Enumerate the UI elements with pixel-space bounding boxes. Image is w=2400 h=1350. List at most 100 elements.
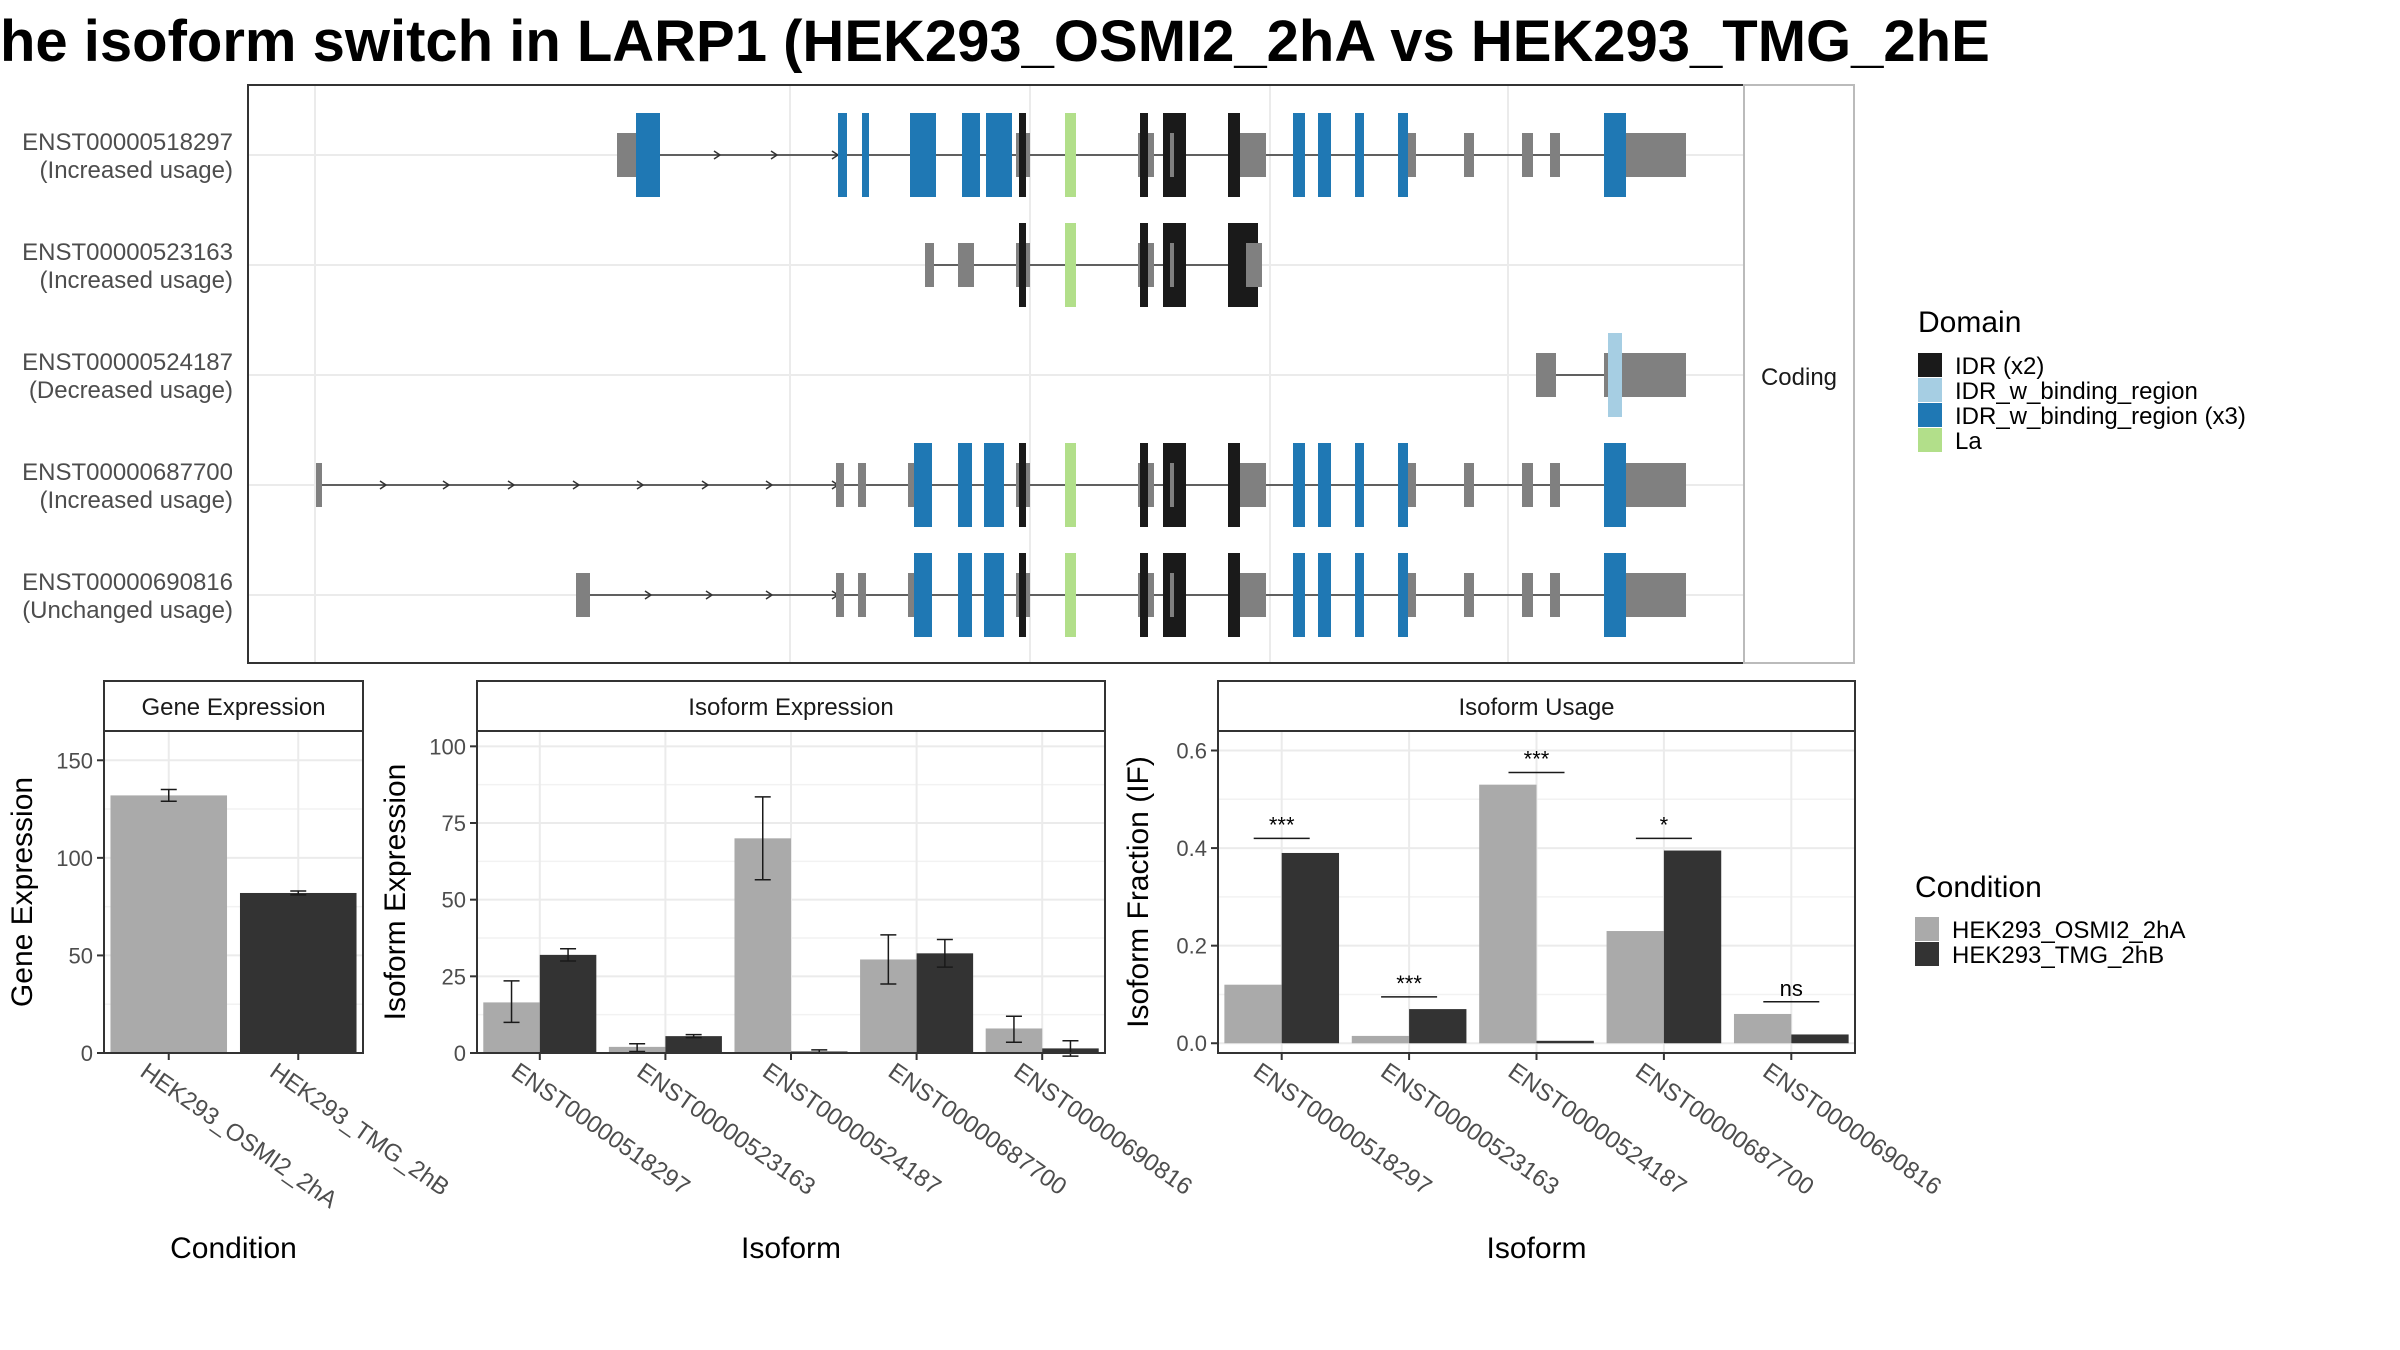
exon — [316, 463, 322, 507]
exon — [862, 113, 869, 197]
exon — [1604, 553, 1626, 637]
exon — [914, 443, 932, 527]
exon — [1293, 553, 1305, 637]
y-tick-label: 100 — [429, 734, 466, 759]
strand-arrow — [713, 150, 722, 160]
bar — [1281, 852, 1340, 1044]
exon — [1318, 553, 1331, 637]
strand-arrow — [644, 590, 653, 600]
panel-border — [1217, 730, 1856, 1054]
strand-arrow — [507, 480, 516, 490]
transcript-id-label: ENST00000523163 — [22, 239, 233, 266]
exon — [1065, 443, 1076, 527]
exon — [836, 573, 844, 617]
facet-title: Isoform Usage — [1458, 694, 1614, 721]
strand-arrow — [770, 150, 779, 160]
exon — [1464, 463, 1474, 507]
facet-strip — [1217, 680, 1856, 732]
y-tick-label: 0.2 — [1176, 934, 1207, 959]
utr-block — [617, 133, 640, 177]
bar — [916, 953, 974, 1053]
exon — [1170, 133, 1174, 177]
exon — [1293, 443, 1305, 527]
exon — [914, 553, 932, 637]
strand-arrow — [765, 480, 774, 490]
exon — [925, 243, 934, 287]
exon — [1464, 133, 1474, 177]
exon — [1163, 553, 1186, 637]
y-tick-label: 0.6 — [1176, 739, 1207, 764]
transcript-id-label: ENST00000518297 — [22, 129, 233, 156]
x-axis-title: Isoform — [741, 1232, 841, 1265]
y-tick-label: 0 — [454, 1041, 466, 1066]
transcript-usage-label: (Increased usage) — [40, 157, 233, 184]
exon — [1550, 463, 1560, 507]
domain-legend-label: IDR (x2) — [1955, 353, 2044, 380]
transcript-id-label: ENST00000524187 — [22, 349, 233, 376]
exon — [1522, 463, 1533, 507]
bar — [1224, 984, 1282, 1044]
facet-title: Isoform Expression — [688, 694, 893, 721]
transcript-usage-label: (Decreased usage) — [29, 377, 233, 404]
exon — [836, 463, 844, 507]
bar — [1791, 1034, 1849, 1044]
bar — [665, 1036, 722, 1053]
bar — [239, 892, 357, 1053]
transcript-structure-panel: Coding ENST00000518297(Increased usage) EN… — [22, 84, 1855, 664]
structure-facet-strip — [1743, 84, 1855, 664]
panel-border — [476, 730, 1106, 1054]
strand-arrow — [636, 480, 645, 490]
strand-arrow — [701, 480, 710, 490]
bar — [1663, 850, 1722, 1044]
y-tick-label: 0 — [81, 1041, 93, 1066]
domain-legend-title: Domain — [1918, 306, 2021, 339]
strand-arrow — [442, 480, 451, 490]
exon — [1140, 113, 1148, 197]
exon — [1604, 443, 1626, 527]
facet-strip — [476, 680, 1106, 732]
exon — [984, 443, 1004, 527]
exon — [636, 113, 660, 197]
figure-title: he isoform switch in LARP1 (HEK293_OSMI2… — [0, 9, 1990, 74]
y-tick-label: 0.0 — [1176, 1031, 1207, 1056]
isoform-usage-panel: Isoform Usage0.00.20.40.6ENST00000518297… — [1122, 680, 1946, 1265]
domain-legend-swatch — [1918, 428, 1942, 452]
condition-legend-swatch — [1915, 942, 1939, 966]
domain-legend-swatch — [1918, 378, 1942, 402]
exon — [1293, 113, 1305, 197]
domain-legend-label: La — [1955, 428, 1982, 455]
exon — [1065, 553, 1076, 637]
exon — [1550, 133, 1560, 177]
strand-arrow — [572, 480, 581, 490]
exon — [1228, 113, 1240, 197]
panel-border — [103, 730, 364, 1054]
exon — [1355, 553, 1364, 637]
exon — [908, 573, 918, 617]
y-axis-title: Isoform Fraction (IF) — [1122, 756, 1155, 1028]
exon — [1065, 113, 1076, 197]
exon — [1550, 573, 1560, 617]
bar — [1733, 1013, 1792, 1044]
transcript-id-label: ENST00000687700 — [22, 459, 233, 486]
exon — [1065, 223, 1076, 307]
y-tick-label: 150 — [56, 748, 93, 773]
exon — [984, 553, 1004, 637]
exon — [1536, 353, 1556, 397]
exon — [1140, 443, 1148, 527]
exon — [1140, 553, 1148, 637]
domain-legend-label: IDR_w_binding_region (x3) — [1955, 403, 2246, 430]
exon — [1398, 443, 1408, 527]
exon — [966, 243, 974, 287]
exon — [1522, 573, 1533, 617]
significance-label: * — [1660, 812, 1669, 837]
exon — [1019, 443, 1026, 527]
exon — [576, 573, 590, 617]
facet-label-coding: Coding — [1761, 364, 1837, 391]
condition-legend-title: Condition — [1915, 871, 2042, 904]
exon — [1140, 223, 1148, 307]
exon — [1398, 553, 1408, 637]
domain-legend-label: IDR_w_binding_region — [1955, 378, 2198, 405]
domain-legend-swatch — [1918, 353, 1942, 377]
exon — [1019, 223, 1026, 307]
